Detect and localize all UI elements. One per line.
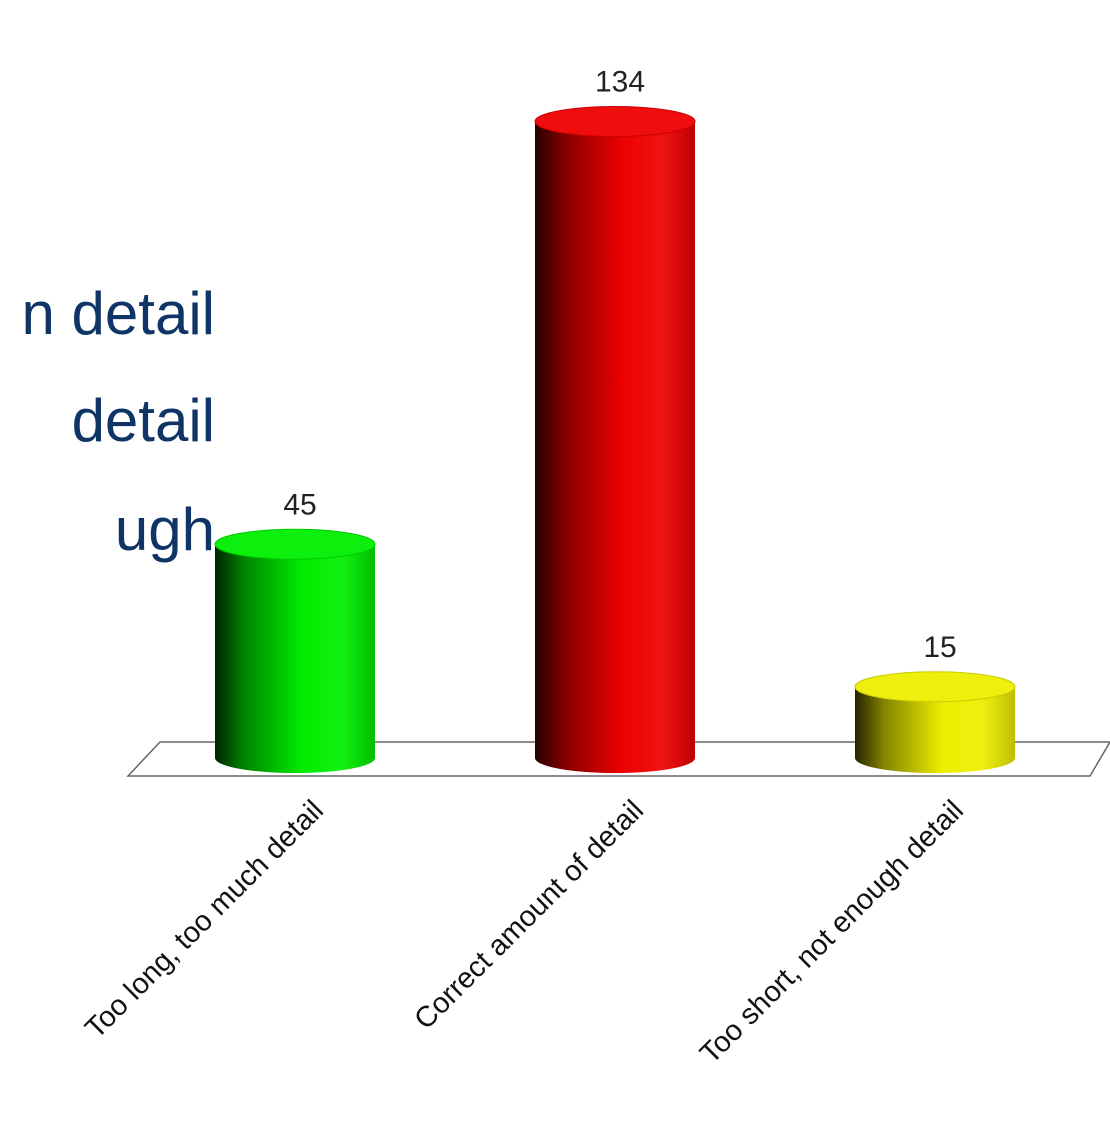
value-label-3: 15 bbox=[923, 631, 956, 664]
category-labels-group: Too long, too much detail Correct amount … bbox=[79, 794, 970, 1070]
bar-top-3 bbox=[854, 671, 1016, 703]
category-label-3: Too short, not enough detail bbox=[694, 794, 970, 1070]
category-label-1: Too long, too much detail bbox=[79, 794, 330, 1045]
slide-text-line-1: n detail bbox=[21, 280, 215, 347]
slide-text-line-2: detail bbox=[71, 387, 215, 454]
value-labels-group: 45 134 15 bbox=[283, 66, 956, 664]
slide-text-line-3: ugh bbox=[114, 496, 215, 563]
bars-group bbox=[214, 106, 1016, 773]
bar-top-1 bbox=[214, 528, 376, 560]
bar-top-2 bbox=[534, 106, 696, 137]
category-label-2: Correct amount of detail bbox=[408, 794, 649, 1035]
value-label-2: 134 bbox=[595, 66, 645, 99]
bar-1 bbox=[215, 544, 375, 773]
bar-3 bbox=[855, 686, 1015, 773]
value-label-1: 45 bbox=[283, 488, 316, 521]
bar-2 bbox=[535, 121, 695, 773]
